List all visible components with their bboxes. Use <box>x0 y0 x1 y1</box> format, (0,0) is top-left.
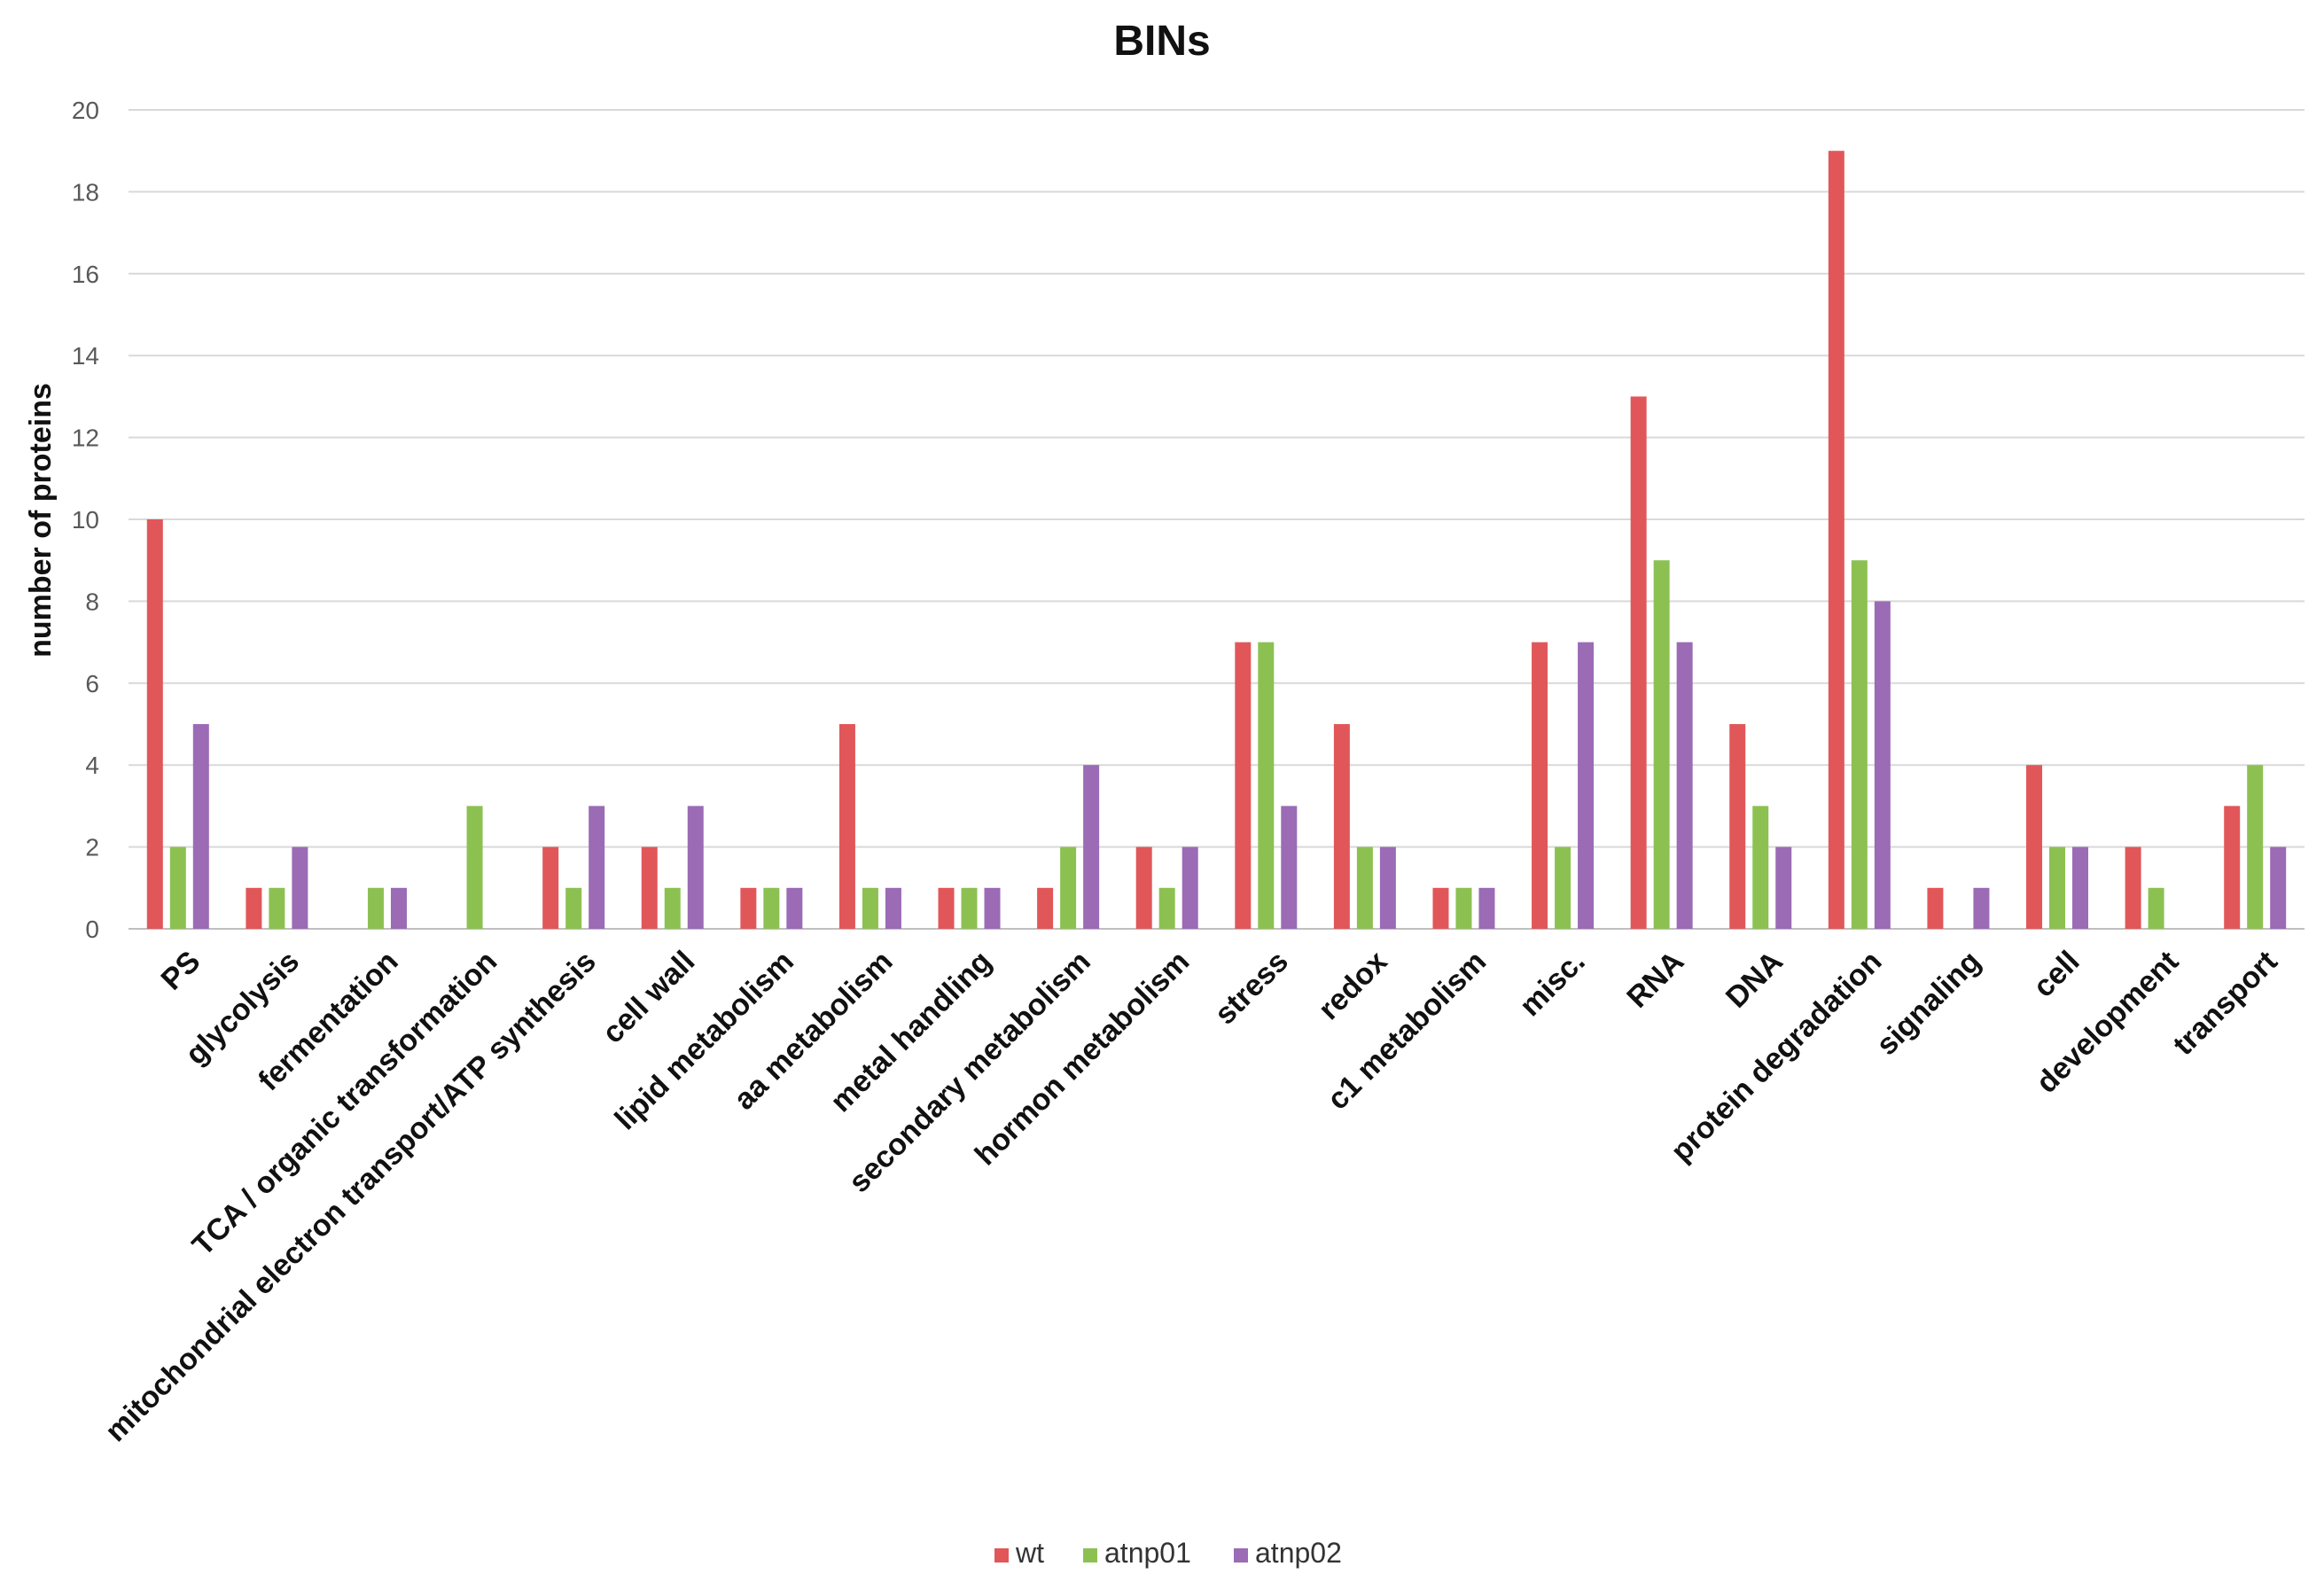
bar-atnp01-0 <box>169 846 186 929</box>
bar-wt-5 <box>641 846 658 929</box>
legend-label-atnp02: atnp02 <box>1255 1537 1342 1569</box>
bar-atnp01-8 <box>961 887 978 929</box>
bar-wt-19 <box>2026 765 2043 929</box>
legend-swatch-atnp02 <box>1234 1548 1248 1563</box>
x-tick-label: signaling <box>1870 945 1987 1062</box>
bar-atnp01-10 <box>1158 887 1175 929</box>
y-tick-label: 16 <box>72 261 99 288</box>
bar-atnp02-17 <box>1874 601 1891 929</box>
x-tick-label: stress <box>1208 945 1295 1032</box>
bar-atnp02-18 <box>1973 887 1990 929</box>
x-tick-label: cell <box>2027 945 2086 1004</box>
bar-wt-20 <box>2125 846 2141 929</box>
bar-atnp02-9 <box>1083 765 1100 929</box>
x-tick-label: redox <box>1312 945 1393 1026</box>
bar-wt-9 <box>1037 887 1054 929</box>
bar-atnp02-15 <box>1676 642 1693 929</box>
bar-atnp01-6 <box>763 887 780 929</box>
bar-wt-16 <box>1729 724 1746 929</box>
y-tick-labels: 0 2 4 6 8 10 12 14 16 18 20 <box>72 97 99 943</box>
bar-atnp02-4 <box>589 806 605 929</box>
chart-title: BINs <box>1113 18 1210 65</box>
legend-label-atnp01: atnp01 <box>1104 1537 1191 1569</box>
legend: wt atnp01 atnp02 <box>994 1537 1342 1569</box>
x-tick-label: DNA <box>1720 945 1790 1015</box>
bar-atnp02-6 <box>786 887 803 929</box>
bars <box>146 151 2287 929</box>
y-tick-label: 12 <box>72 425 99 452</box>
bar-wt-7 <box>838 724 855 929</box>
bar-atnp01-21 <box>2247 765 2264 929</box>
bar-wt-4 <box>542 846 559 929</box>
bar-atnp01-3 <box>466 806 483 929</box>
bar-wt-1 <box>246 887 262 929</box>
bar-atnp01-19 <box>2049 846 2066 929</box>
bar-wt-11 <box>1235 642 1252 929</box>
y-tick-label: 8 <box>85 588 99 615</box>
bar-atnp01-15 <box>1653 560 1670 929</box>
y-axis-label: number of proteins <box>24 383 58 658</box>
y-tick-label: 10 <box>72 506 99 534</box>
bar-atnp02-8 <box>984 887 1001 929</box>
y-tick-label: 0 <box>85 916 99 943</box>
bar-atnp01-11 <box>1258 642 1275 929</box>
grid-layer <box>129 109 2305 930</box>
bar-wt-6 <box>740 887 757 929</box>
legend-swatch-wt <box>994 1548 1009 1563</box>
bar-atnp01-13 <box>1455 887 1472 929</box>
y-tick-label: 4 <box>85 752 99 779</box>
x-tick-label: transport <box>2166 945 2283 1062</box>
y-tick-label: 6 <box>85 670 99 697</box>
x-tick-label: RNA <box>1620 945 1690 1015</box>
bar-atnp01-2 <box>367 887 384 929</box>
x-tick-label: misc. <box>1513 945 1591 1023</box>
bar-atnp02-14 <box>1578 642 1595 929</box>
bar-wt-17 <box>1828 151 1844 929</box>
bar-wt-14 <box>1532 642 1548 929</box>
bar-atnp02-21 <box>2270 846 2287 929</box>
bar-atnp02-0 <box>192 724 209 929</box>
y-tick-label: 20 <box>72 97 99 124</box>
bar-atnp02-11 <box>1281 806 1298 929</box>
bar-atnp01-14 <box>1555 846 1571 929</box>
bar-atnp02-12 <box>1379 846 1396 929</box>
bar-atnp02-7 <box>885 887 901 929</box>
bar-atnp02-1 <box>292 846 308 929</box>
bar-wt-8 <box>938 887 955 929</box>
bar-atnp01-17 <box>1851 560 1868 929</box>
bar-atnp01-4 <box>565 887 582 929</box>
bar-atnp02-5 <box>687 806 704 929</box>
bar-atnp01-12 <box>1356 846 1373 929</box>
bar-atnp01-5 <box>664 887 681 929</box>
legend-label-wt: wt <box>1015 1537 1044 1569</box>
bar-wt-0 <box>146 519 163 929</box>
y-tick-label: 14 <box>72 342 99 370</box>
x-tick-label: PS <box>154 945 207 997</box>
bar-wt-15 <box>1630 396 1647 929</box>
bar-atnp02-2 <box>390 887 407 929</box>
y-tick-label: 2 <box>85 834 99 861</box>
x-tick-label: lipid metabolism <box>608 945 800 1137</box>
bar-atnp01-16 <box>1752 806 1769 929</box>
bar-atnp02-10 <box>1181 846 1198 929</box>
bar-atnp01-7 <box>862 887 878 929</box>
bar-atnp01-9 <box>1060 846 1077 929</box>
bar-atnp02-13 <box>1478 887 1495 929</box>
bar-wt-21 <box>2224 806 2241 929</box>
bar-wt-10 <box>1135 846 1152 929</box>
bar-atnp02-19 <box>2072 846 2089 929</box>
bar-wt-18 <box>1927 887 1944 929</box>
y-tick-label: 18 <box>72 178 99 206</box>
bar-atnp01-20 <box>2148 887 2164 929</box>
bar-atnp01-1 <box>269 887 285 929</box>
bar-wt-13 <box>1432 887 1449 929</box>
bar-wt-12 <box>1333 724 1350 929</box>
legend-swatch-atnp01 <box>1083 1548 1097 1563</box>
bar-atnp02-16 <box>1775 846 1792 929</box>
